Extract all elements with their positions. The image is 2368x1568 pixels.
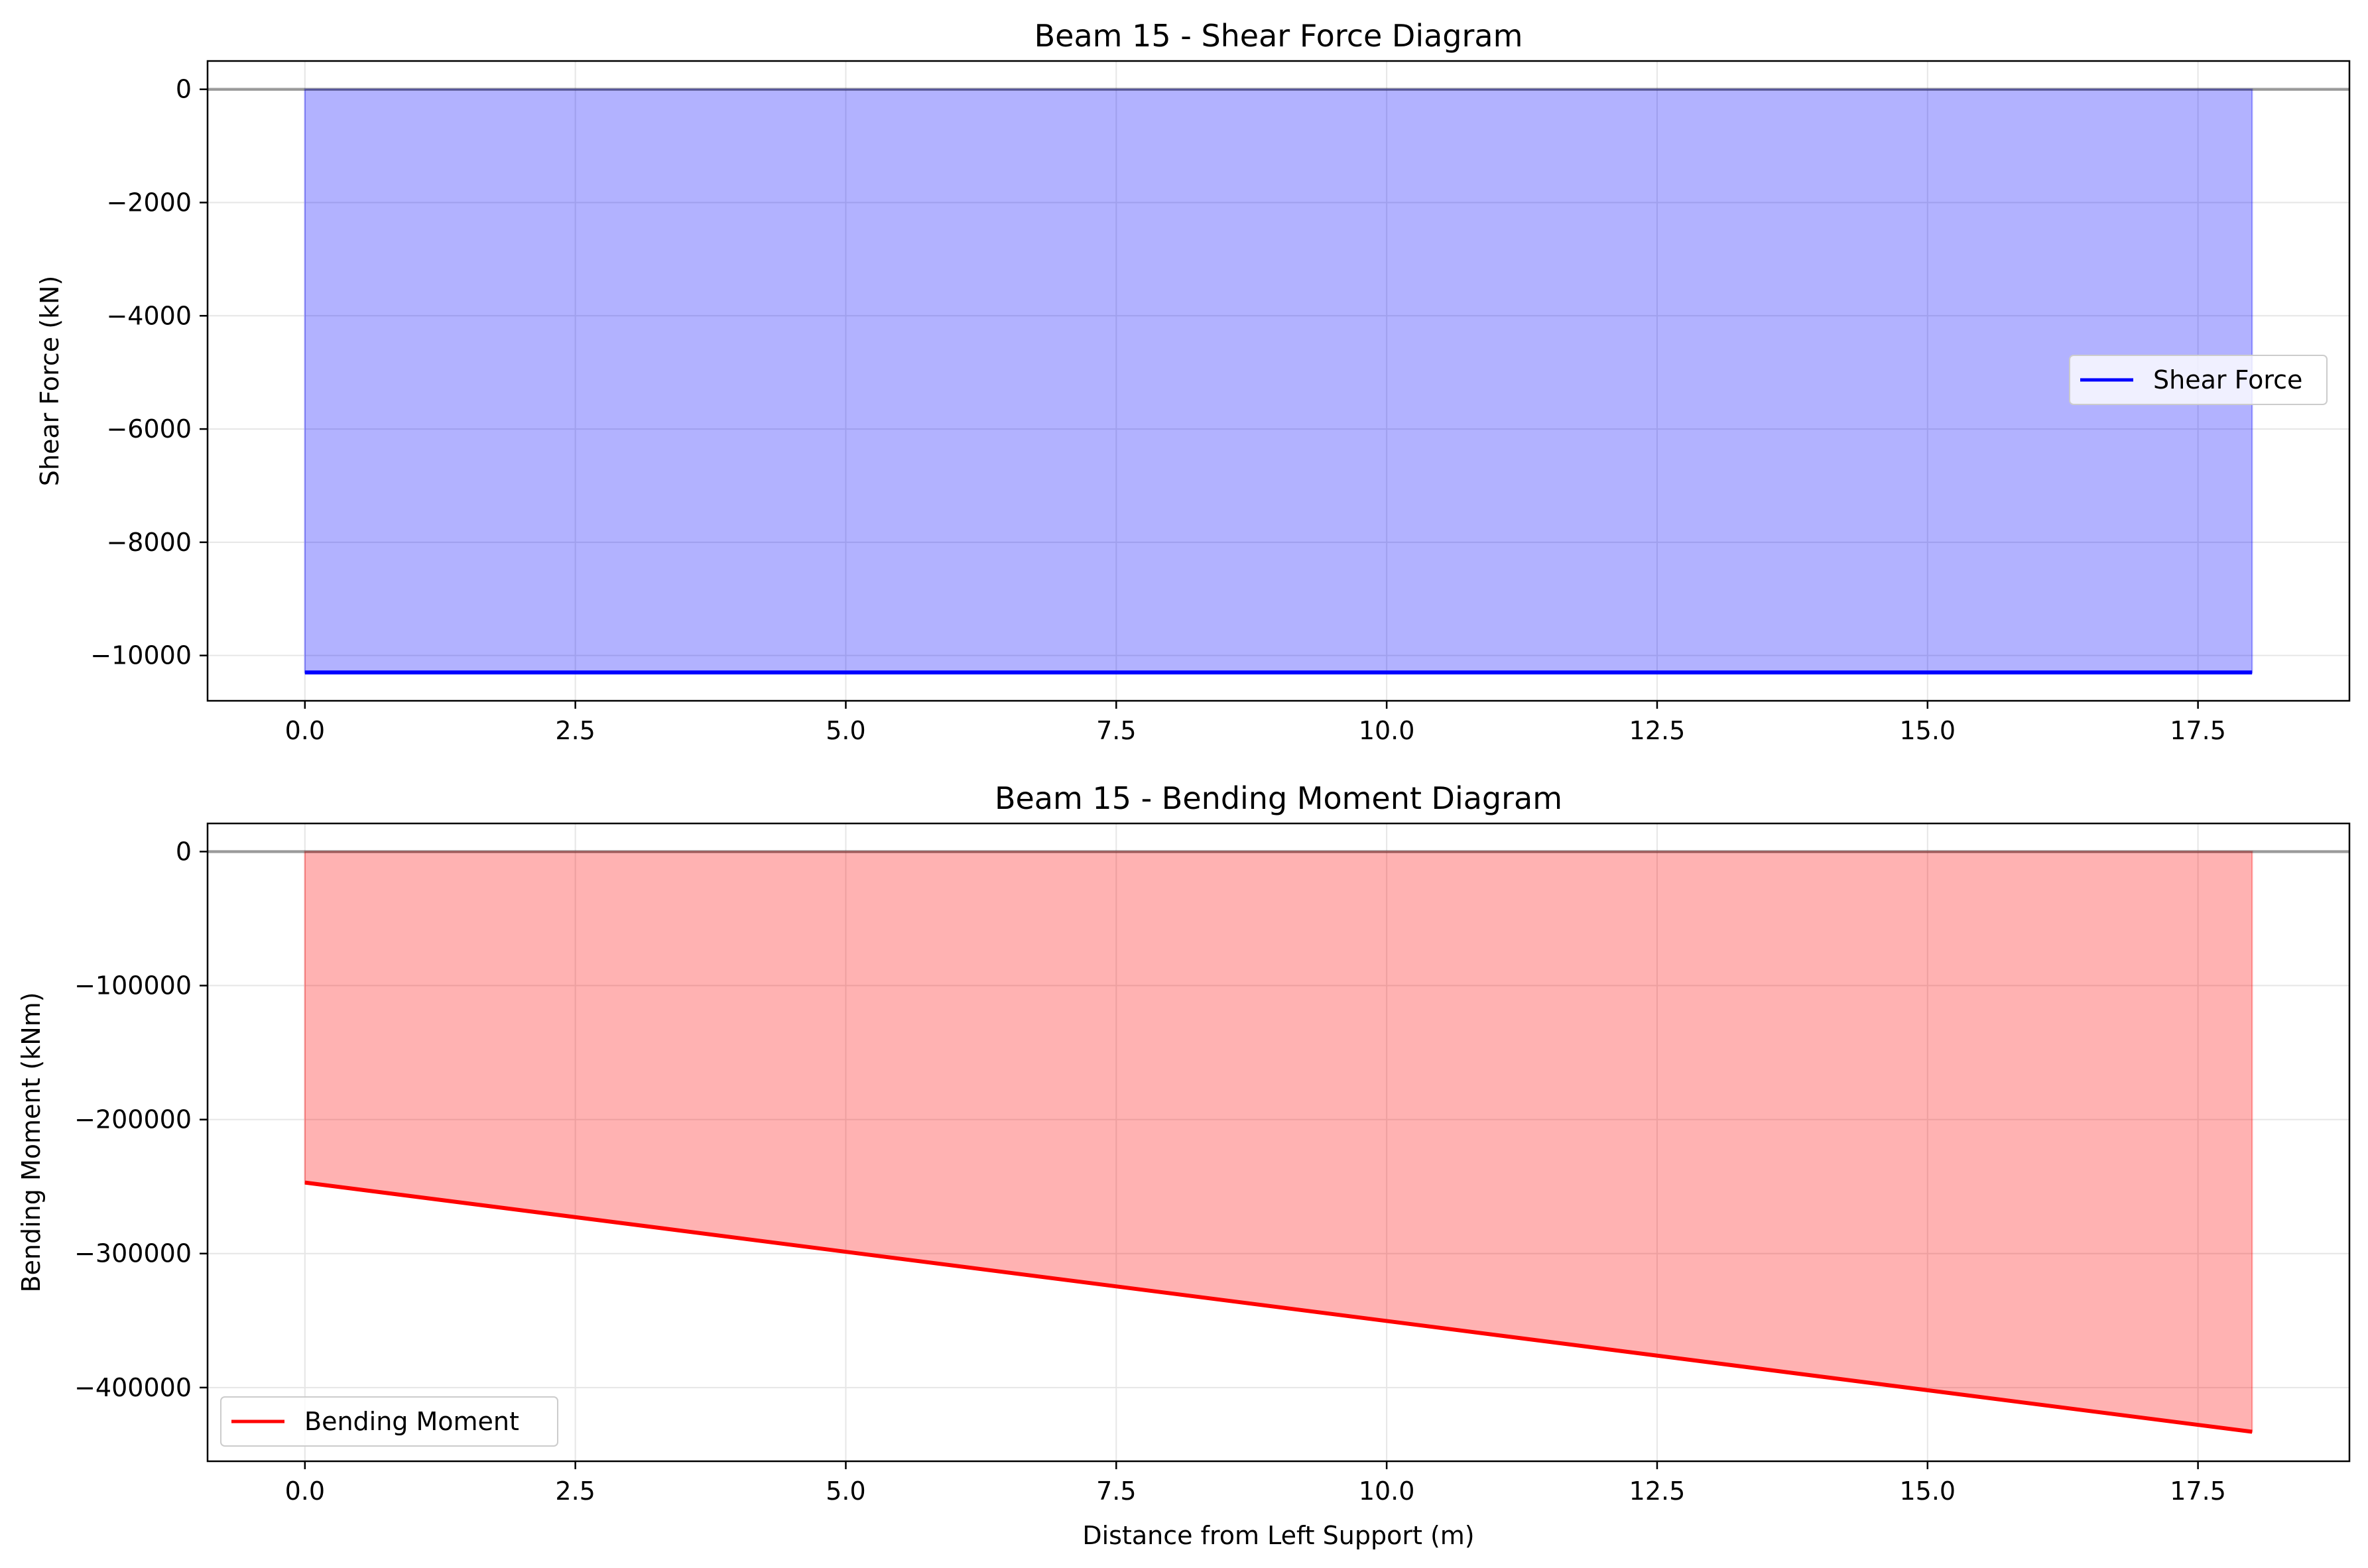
shear-force-plot-area [208,88,2349,675]
shear-force-x-tick-label: 5.0 [826,716,865,745]
shear-force-y-axis-label: Shear Force (kN) [35,276,64,487]
shear-force-panel: Beam 15 - Shear Force Diagram 0.0 2.5 5.0 7… [35,18,2351,745]
shear-force-title: Beam 15 - Shear Force Diagram [1034,18,1523,54]
shear-force-legend-box [2069,355,2328,405]
bending-moment-y-tick-label: −100000 [74,971,192,1000]
bending-moment-y-tick-label: 0 [176,837,192,866]
bending-moment-axes-frame [206,822,2351,1463]
shear-force-y-tick-label: −4000 [106,301,192,330]
bending-moment-grid [208,823,2349,1461]
bending-moment-plot-area [208,850,2349,1434]
bending-moment-x-tick-label: 12.5 [1629,1477,1686,1506]
shear-force-y-tick-label: −10000 [90,641,192,670]
bending-moment-x-tick-label: 10.0 [1359,1477,1415,1506]
bending-moment-x-tick-label: 5.0 [826,1477,865,1506]
bending-moment-y-tick-label: −200000 [74,1105,192,1134]
shear-force-y-tick-label: −6000 [106,414,192,444]
shear-force-x-tick-label: 7.5 [1096,716,1136,745]
bending-moment-legend: Bending Moment [220,1396,558,1447]
bending-moment-y-tick-label: −400000 [74,1373,192,1402]
shear-force-x-tick-label: 2.5 [555,716,595,745]
shear-force-x-tick-label: 12.5 [1629,716,1686,745]
shear-force-y-ticks: 0 −2000 −4000 −6000 −8000 −10000 [90,75,208,670]
shear-force-x-tick-label: 15.0 [1899,716,1956,745]
shear-force-legend-label: Shear Force [2153,365,2302,394]
shear-force-axes-frame [206,60,2351,702]
shear-force-x-tick-label: 10.0 [1359,716,1415,745]
bending-moment-x-tick-label: 15.0 [1899,1477,1956,1506]
shear-force-y-tick-label: −2000 [106,188,192,217]
bending-moment-legend-label: Bending Moment [304,1407,519,1436]
bending-moment-x-tick-label: 0.0 [285,1477,325,1506]
shear-force-x-ticks: 0.0 2.5 5.0 7.5 10.0 12.5 15.0 17.5 [285,701,2226,745]
bending-moment-y-axis-label: Bending Moment (kNm) [17,992,46,1292]
bending-moment-x-tick-label: 2.5 [555,1477,595,1506]
bending-moment-y-tick-label: −300000 [74,1239,192,1268]
shear-force-x-tick-label: 0.0 [285,716,325,745]
bending-moment-series-line [304,1180,2253,1434]
shear-force-fill-area [304,88,2253,674]
shear-force-grid [208,61,2349,701]
bending-moment-legend-box [220,1396,558,1447]
shear-force-x-tick-label: 17.5 [2170,716,2226,745]
bending-moment-x-tick-label: 17.5 [2170,1477,2226,1506]
bending-moment-x-axis-label: Distance from Left Support (m) [1082,1521,1474,1550]
bending-moment-x-ticks: 0.0 2.5 5.0 7.5 10.0 12.5 15.0 17.5 [285,1461,2226,1506]
bending-moment-y-ticks: 0 −100000 −200000 −300000 −400000 [74,837,208,1402]
bending-moment-x-tick-label: 7.5 [1096,1477,1136,1506]
bending-moment-panel: Beam 15 - Bending Moment Diagram 0.0 2.5 5… [17,780,2351,1550]
shear-force-y-tick-label: 0 [176,75,192,104]
shear-force-y-tick-label: −8000 [106,528,192,557]
bending-moment-title: Beam 15 - Bending Moment Diagram [995,780,1562,816]
shear-force-legend: Shear Force [2069,355,2328,405]
